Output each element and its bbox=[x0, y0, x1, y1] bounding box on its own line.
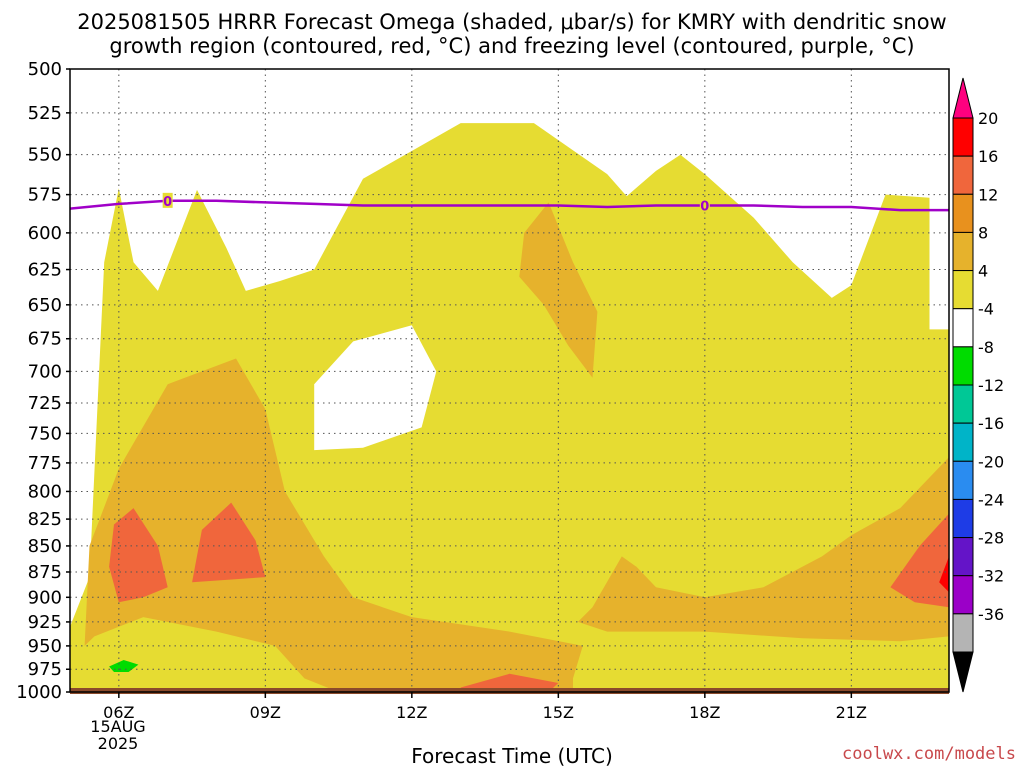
colorbar-segment bbox=[952, 575, 974, 615]
y-tick-label: 700 bbox=[28, 361, 62, 382]
colorbar-segment bbox=[952, 308, 974, 348]
colorbar-segment bbox=[952, 613, 974, 653]
colorbar-label: 16 bbox=[978, 147, 998, 166]
y-tick-label: 925 bbox=[28, 612, 62, 633]
y-tick-label: 800 bbox=[28, 481, 62, 502]
plot-frame bbox=[69, 68, 950, 693]
omega-region-9 bbox=[939, 556, 949, 593]
y-tick-label: 1000 bbox=[16, 682, 62, 703]
y-tick-label: 650 bbox=[28, 295, 62, 316]
date-label-day: 15AUG bbox=[90, 717, 146, 736]
freezing-label-bg bbox=[699, 197, 710, 213]
y-tick-label: 575 bbox=[28, 185, 62, 206]
omega-region-1 bbox=[314, 325, 437, 451]
colorbar-label: -12 bbox=[978, 376, 1004, 395]
chart-title-line-2: growth region (contoured, red, °C) and f… bbox=[109, 34, 915, 58]
colorbar-label: -4 bbox=[978, 300, 994, 319]
omega-region-2 bbox=[84, 358, 583, 692]
colorbar-label: -28 bbox=[978, 529, 1004, 548]
y-tick-label: 500 bbox=[28, 59, 62, 80]
y-tick-label: 775 bbox=[28, 453, 62, 474]
omega-region-4 bbox=[577, 457, 949, 642]
omega-region-6 bbox=[192, 502, 266, 583]
colorbar-segment bbox=[952, 346, 974, 386]
freezing-level-line bbox=[70, 199, 949, 212]
colorbar-label: 4 bbox=[978, 262, 988, 281]
colorbar-segment bbox=[952, 270, 974, 310]
y-tick-label: 875 bbox=[28, 562, 62, 583]
surface-strip bbox=[70, 688, 949, 694]
chart-title-line-1: 2025081505 HRRR Forecast Omega (shaded, … bbox=[77, 10, 947, 34]
x-tick-label: 21Z bbox=[836, 703, 867, 722]
colorbar-segment bbox=[952, 384, 974, 424]
omega-region-7 bbox=[460, 673, 559, 692]
colorbar-label: -32 bbox=[978, 567, 1004, 586]
colorbar-segment bbox=[952, 193, 974, 233]
omega-region-8 bbox=[890, 513, 949, 608]
y-tick-label: 975 bbox=[28, 659, 62, 680]
freezing-label-bg bbox=[162, 192, 173, 208]
colorbar-label: -8 bbox=[978, 338, 994, 357]
y-tick-label: 725 bbox=[28, 393, 62, 414]
colorbar-segment bbox=[952, 117, 974, 157]
y-tick-label: 625 bbox=[28, 260, 62, 281]
y-tick-label: 600 bbox=[28, 223, 62, 244]
colorbar-segment bbox=[952, 155, 974, 195]
y-tick-label: 900 bbox=[28, 587, 62, 608]
x-tick-label: 18Z bbox=[689, 703, 720, 722]
colorbar-label: -20 bbox=[978, 452, 1004, 471]
credit-text: coolwx.com/models bbox=[842, 744, 1016, 764]
colorbar-label: -16 bbox=[978, 414, 1004, 433]
freezing-level-label: 0 bbox=[163, 195, 172, 210]
y-tick-label: 850 bbox=[28, 536, 62, 557]
y-tick-label: 825 bbox=[28, 509, 62, 530]
colorbar-label: -24 bbox=[978, 490, 1004, 509]
colorbar-segment bbox=[952, 537, 974, 577]
colorbar-bottom-arrow bbox=[952, 651, 974, 693]
colorbar-segment bbox=[952, 460, 974, 500]
y-tick-label: 950 bbox=[28, 636, 62, 657]
date-label-year: 2025 bbox=[97, 734, 139, 753]
colorbar-label: 8 bbox=[978, 223, 988, 242]
colorbar-label: 12 bbox=[978, 185, 998, 204]
x-tick-label: 15Z bbox=[543, 703, 574, 722]
colorbar-segment bbox=[952, 498, 974, 539]
colorbar-segment bbox=[952, 422, 974, 462]
y-tick-label: 675 bbox=[28, 329, 62, 350]
y-tick-label: 525 bbox=[28, 103, 62, 124]
freezing-level-label: 0 bbox=[700, 199, 709, 214]
colorbar-segment bbox=[952, 231, 974, 272]
x-tick-label: 09Z bbox=[250, 703, 281, 722]
colorbar-top-arrow bbox=[952, 77, 974, 119]
y-tick-label: 550 bbox=[28, 145, 62, 166]
colorbar-label: -36 bbox=[978, 605, 1004, 624]
x-tick-label: 12Z bbox=[396, 703, 427, 722]
y-tick-label: 750 bbox=[28, 423, 62, 444]
x-axis-title: Forecast Time (UTC) bbox=[411, 744, 613, 768]
omega-region-5 bbox=[109, 508, 168, 603]
x-tick-label: 06Z bbox=[103, 703, 134, 722]
colorbar-label: 20 bbox=[978, 109, 998, 128]
